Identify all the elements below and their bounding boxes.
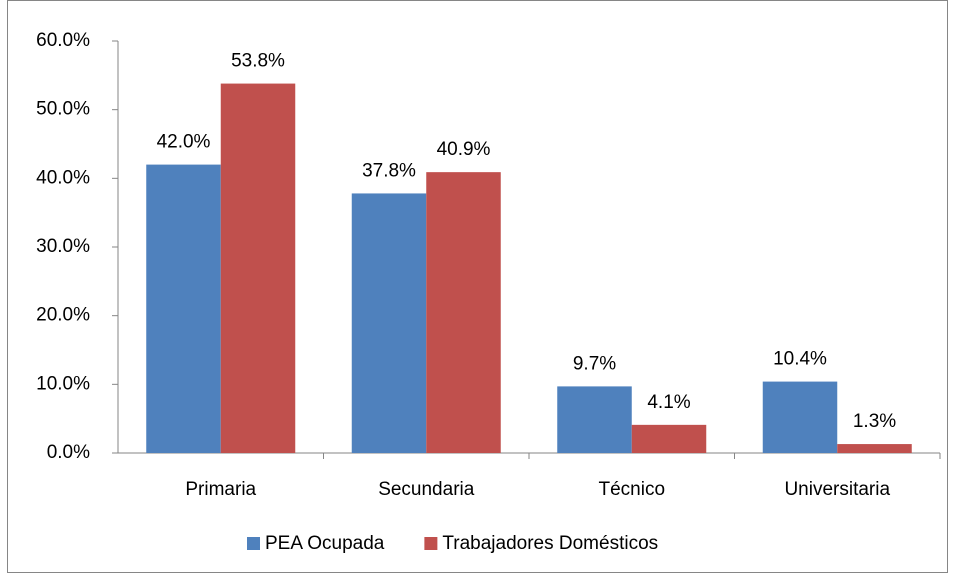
bar bbox=[837, 444, 912, 453]
value-label: 37.8% bbox=[362, 160, 416, 181]
value-label: 1.3% bbox=[853, 411, 896, 432]
value-label: 53.8% bbox=[231, 51, 285, 72]
legend-label: Trabajadores Domésticos bbox=[442, 533, 658, 554]
y-tick-label: 10.0% bbox=[36, 373, 90, 394]
y-tick-label: 60.0% bbox=[36, 30, 90, 51]
bar bbox=[631, 424, 707, 453]
bar bbox=[557, 386, 632, 453]
value-label: 4.1% bbox=[647, 392, 690, 413]
y-tick-label: 20.0% bbox=[36, 305, 90, 326]
value-label: 9.7% bbox=[573, 353, 616, 374]
y-tick-label: 30.0% bbox=[36, 236, 90, 257]
bar bbox=[351, 193, 427, 453]
x-tick-label: Universitaria bbox=[784, 479, 890, 500]
x-tick-label: Secundaria bbox=[378, 479, 475, 500]
y-tick-label: 40.0% bbox=[36, 167, 90, 188]
value-label: 40.9% bbox=[437, 139, 491, 160]
legend-swatch bbox=[247, 537, 260, 550]
y-tick-label: 50.0% bbox=[36, 99, 90, 120]
bar bbox=[220, 83, 296, 453]
bar bbox=[146, 164, 221, 453]
value-label: 42.0% bbox=[157, 132, 211, 153]
x-tick-label: Técnico bbox=[598, 479, 665, 500]
legend-swatch bbox=[424, 537, 438, 550]
value-label: 10.4% bbox=[773, 349, 827, 370]
bar bbox=[762, 381, 838, 453]
y-tick-label: 0.0% bbox=[47, 442, 90, 463]
bar bbox=[426, 172, 501, 454]
legend-label: PEA Ocupada bbox=[265, 533, 385, 554]
x-tick-label: Primaria bbox=[185, 479, 256, 500]
